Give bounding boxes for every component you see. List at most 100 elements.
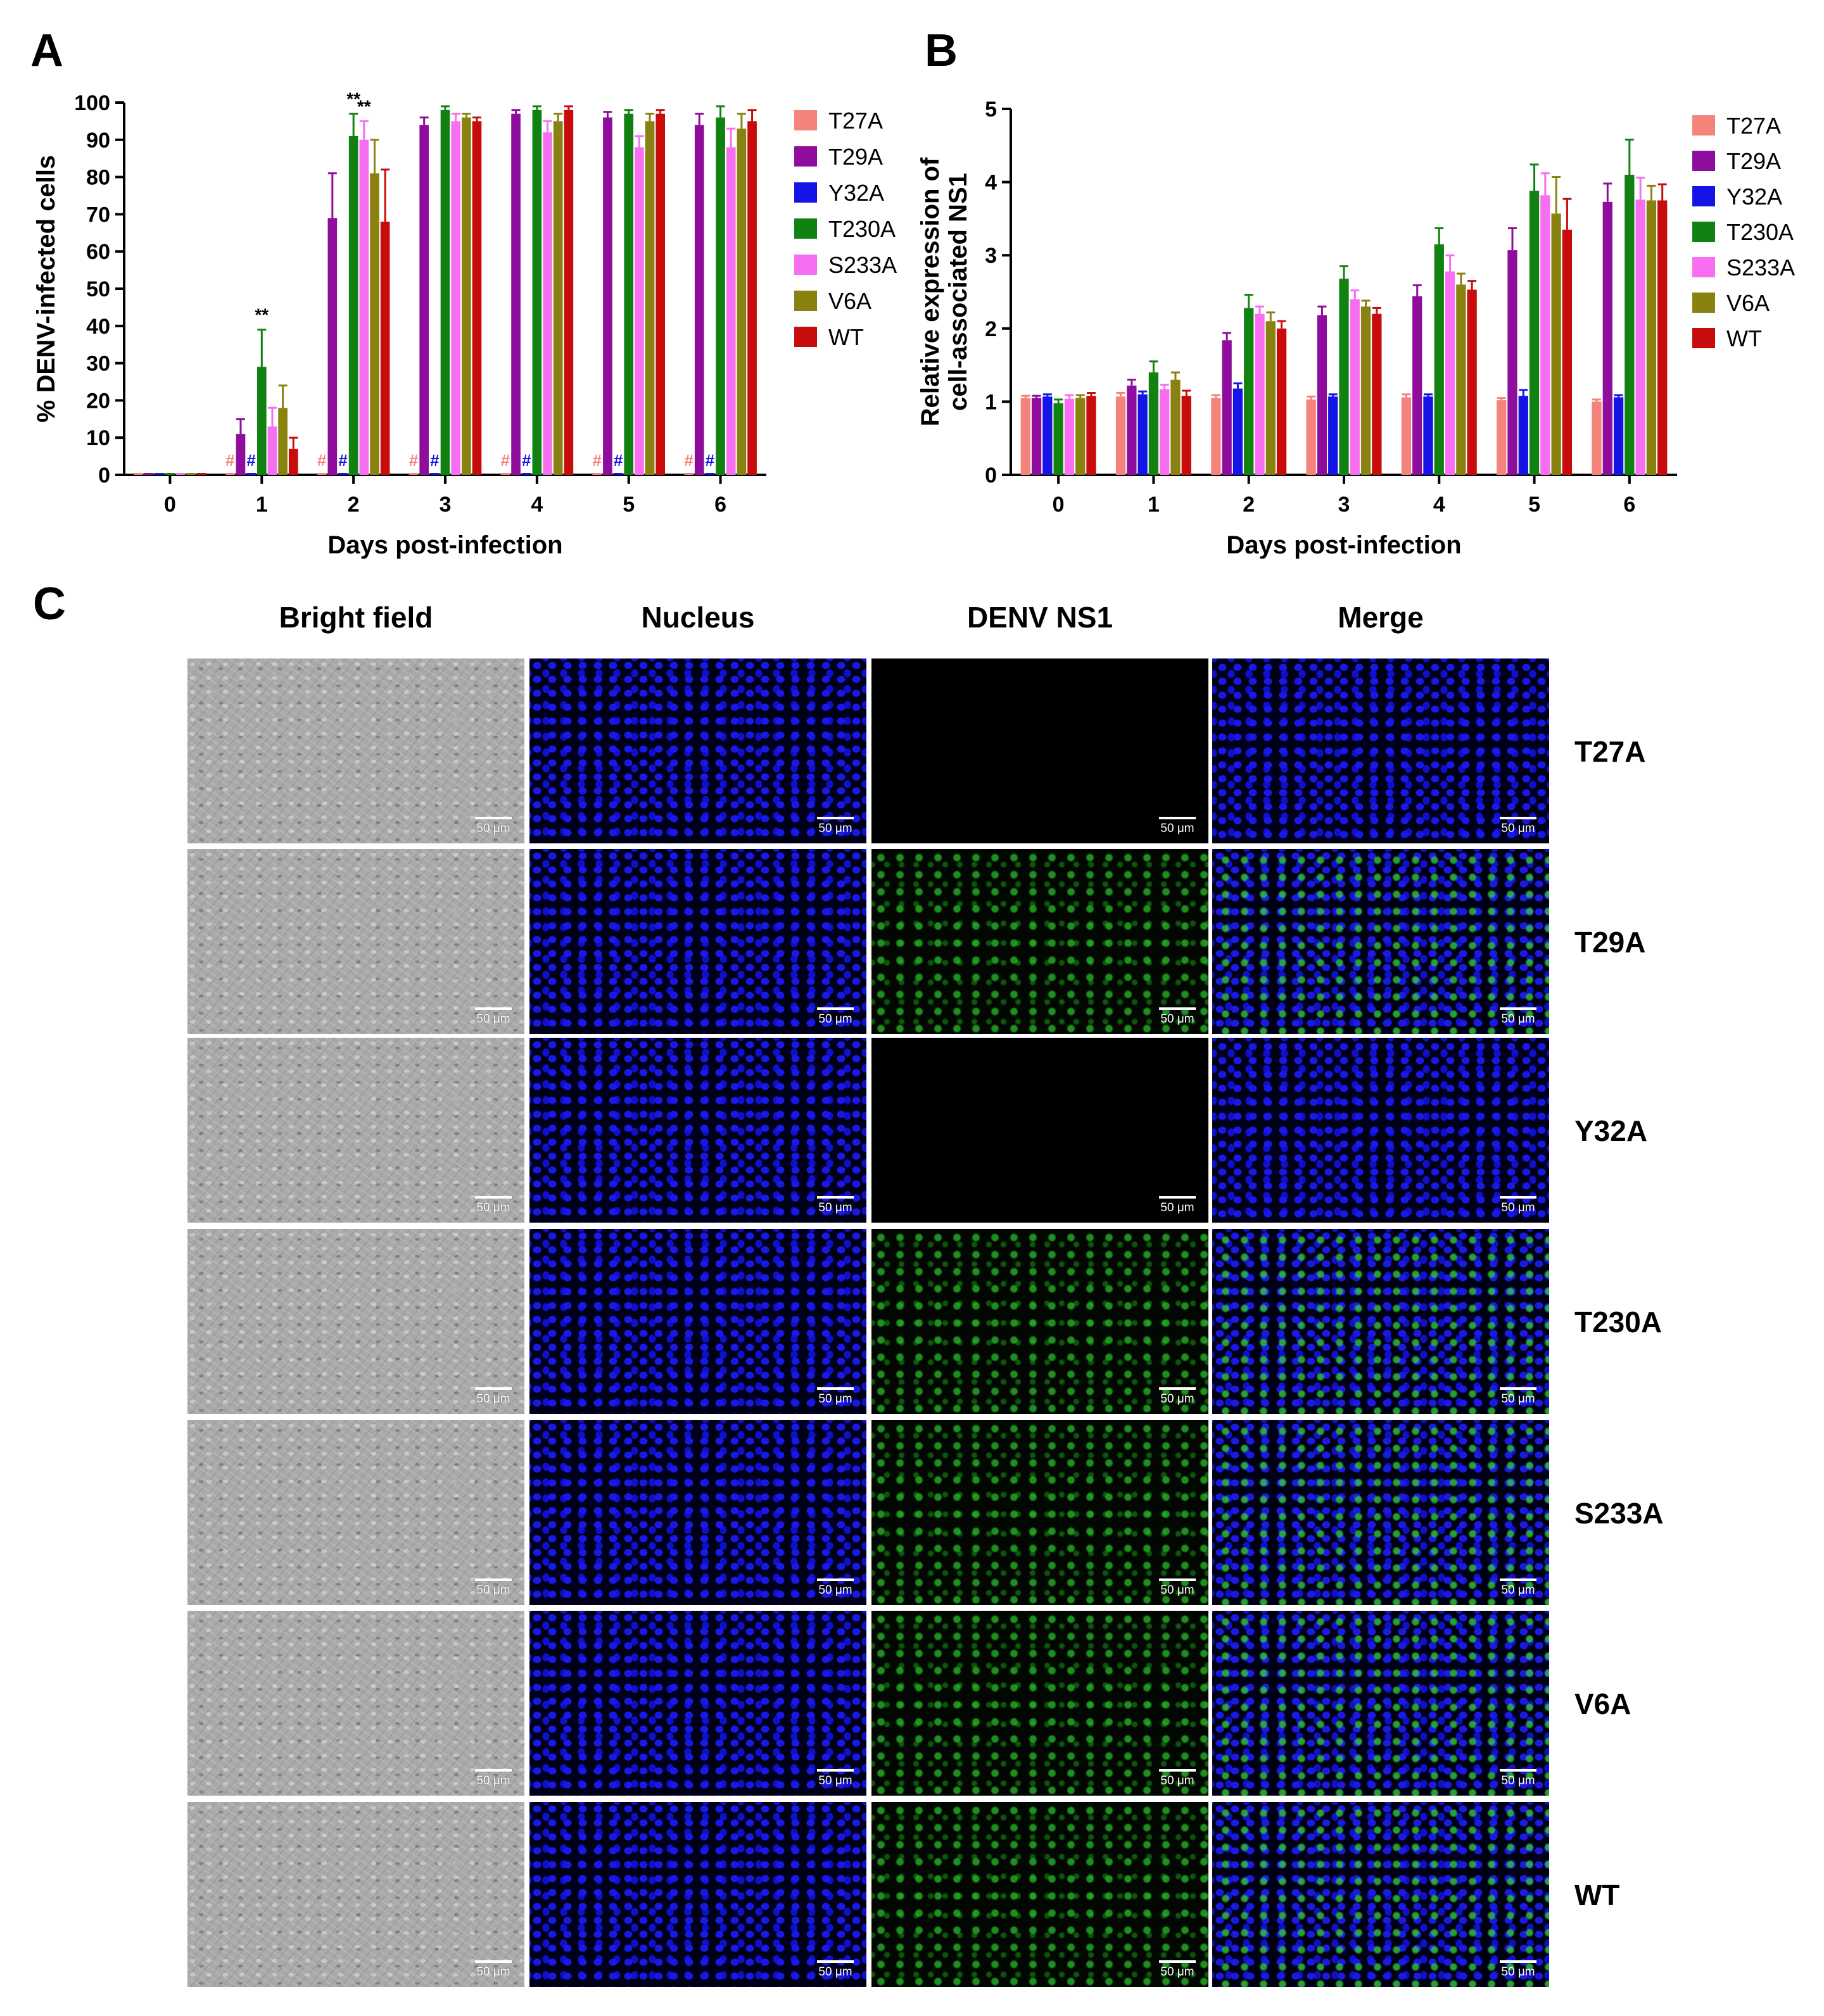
x-tick-label: 1 [1148,493,1160,517]
y-tick-label: 70 [86,203,110,227]
legend-label-v6a: V6A [1726,290,1770,316]
bar-t27a-day-3 [1306,399,1316,475]
bar-t27a-day-1 [225,473,235,475]
hash-annotation: # [409,451,419,470]
micrograph-t29a-merge: 50 μm [1212,849,1549,1034]
bar-wt-day-5 [656,113,666,475]
scale-bar-label: 50 μm [1501,1392,1535,1406]
legend-label-s233a: S233A [1726,255,1795,280]
micrograph-v6a-bright-field: 50 μm [187,1611,524,1796]
micrograph-v6a-nucleus: 50 μm [529,1611,866,1796]
bar-s233a-day-6 [1635,199,1645,475]
y-tick-label: 2 [985,317,997,341]
scale-bar-label: 50 μm [1501,822,1535,835]
legend-swatch-y32a [1692,186,1715,206]
scale-bar-label: 50 μm [1160,822,1194,835]
y-tick-label: 60 [86,240,110,264]
bar-y32a-day-5 [613,473,623,475]
micrograph-t29a-bright-field: 50 μm [187,849,524,1034]
bar-y32a-day-0 [155,473,165,475]
bar-s233a-day-0 [175,473,186,475]
legend-swatch-y32a [794,182,817,203]
legend-label-t27a: T27A [1726,113,1781,139]
bar-s233a-day-0 [1064,398,1075,475]
scale-bar-line [817,1387,854,1390]
scale-bar: 50 μm [1159,817,1196,836]
bar-wt-day-6 [1657,200,1668,475]
bar-t230a-day-1 [1148,372,1159,475]
bar-t29a-day-4 [511,113,521,475]
bar-t29a-day-1 [236,434,246,475]
bar-s233a-day-6 [726,147,736,475]
bar-t230a-day-0 [1053,403,1063,475]
row-label-t27a: T27A [1574,735,1646,768]
scale-bar-line [817,1196,854,1199]
y-tick-label: 0 [985,463,997,488]
panel-b-letter: B [925,25,958,76]
bar-t230a-day-3 [1339,279,1349,475]
hash-annotation: # [593,451,602,470]
bar-s233a-day-2 [1255,313,1265,475]
bar-wt-day-2 [1276,328,1287,475]
scale-bar: 50 μm [475,1769,512,1788]
bar-y32a-day-3 [430,473,440,475]
legend-label-y32a: Y32A [1726,184,1782,210]
bar-y32a-day-1 [1137,394,1148,475]
scale-bar-line [475,817,512,819]
bar-t27a-day-6 [1592,401,1602,475]
bar-s233a-day-1 [1160,389,1170,475]
bar-t27a-day-2 [1211,398,1221,475]
scale-bar: 50 μm [1159,1196,1196,1215]
y-tick-label: 50 [86,277,110,301]
legend-label-wt: WT [1726,325,1762,351]
column-header-merge: Merge [1338,601,1424,634]
micrograph-y32a-nucleus: 50 μm [529,1038,866,1223]
y-tick-label: 80 [86,166,110,190]
x-tick-label: 3 [1338,493,1350,517]
y-axis-title-line1: Relative expression of [916,157,944,426]
scale-bar-label: 50 μm [818,1965,852,1979]
bar-v6a-day-6 [737,129,747,475]
legend-swatch-v6a [794,291,817,311]
bar-y32a-day-5 [1518,396,1528,475]
hash-annotation: # [225,451,235,470]
bar-wt-day-6 [747,121,757,475]
significance-annotation: ** [346,89,360,109]
hash-annotation: # [317,451,327,470]
scale-bar: 50 μm [817,1578,854,1597]
bar-t29a-day-0 [1031,398,1042,475]
y-tick-label: 100 [74,91,110,115]
micrograph-wt-merge: 50 μm [1212,1802,1549,1987]
scale-bar-line [1159,1387,1196,1390]
bar-t27a-day-4 [500,473,510,475]
scale-bar-label: 50 μm [818,822,852,835]
legend-label-t29a: T29A [1726,148,1781,174]
bar-y32a-day-4 [521,473,531,475]
scale-bar: 50 μm [1500,1769,1536,1788]
scale-bar-label: 50 μm [476,1774,510,1787]
row-label-y32a: Y32A [1574,1114,1648,1147]
bar-v6a-day-1 [278,408,288,475]
hash-annotation: # [614,451,623,470]
bar-wt-day-3 [1372,313,1382,475]
y-tick-label: 3 [985,244,997,268]
bar-y32a-day-6 [705,473,715,475]
row-label-t29a: T29A [1574,926,1646,959]
scale-bar-line [1159,1007,1196,1010]
x-tick-label: 0 [1053,493,1065,517]
bar-v6a-day-0 [186,473,196,475]
bar-t27a-day-0 [134,473,143,475]
scale-bar: 50 μm [1500,1960,1536,1979]
scale-bar: 50 μm [817,817,854,836]
y-tick-label: 40 [86,315,110,339]
scale-bar-label: 50 μm [1501,1965,1535,1979]
hash-annotation: # [522,451,531,470]
column-header-nucleus: Nucleus [641,601,755,634]
scale-bar: 50 μm [1500,817,1536,836]
micrograph-t230a-bright-field: 50 μm [187,1229,524,1414]
legend-swatch-t27a [794,110,817,130]
scale-bar: 50 μm [475,1960,512,1979]
micrograph-t27a-merge: 50 μm [1212,658,1549,843]
scale-bar-label: 50 μm [1160,1012,1194,1026]
micrograph-y32a-bright-field: 50 μm [187,1038,524,1223]
